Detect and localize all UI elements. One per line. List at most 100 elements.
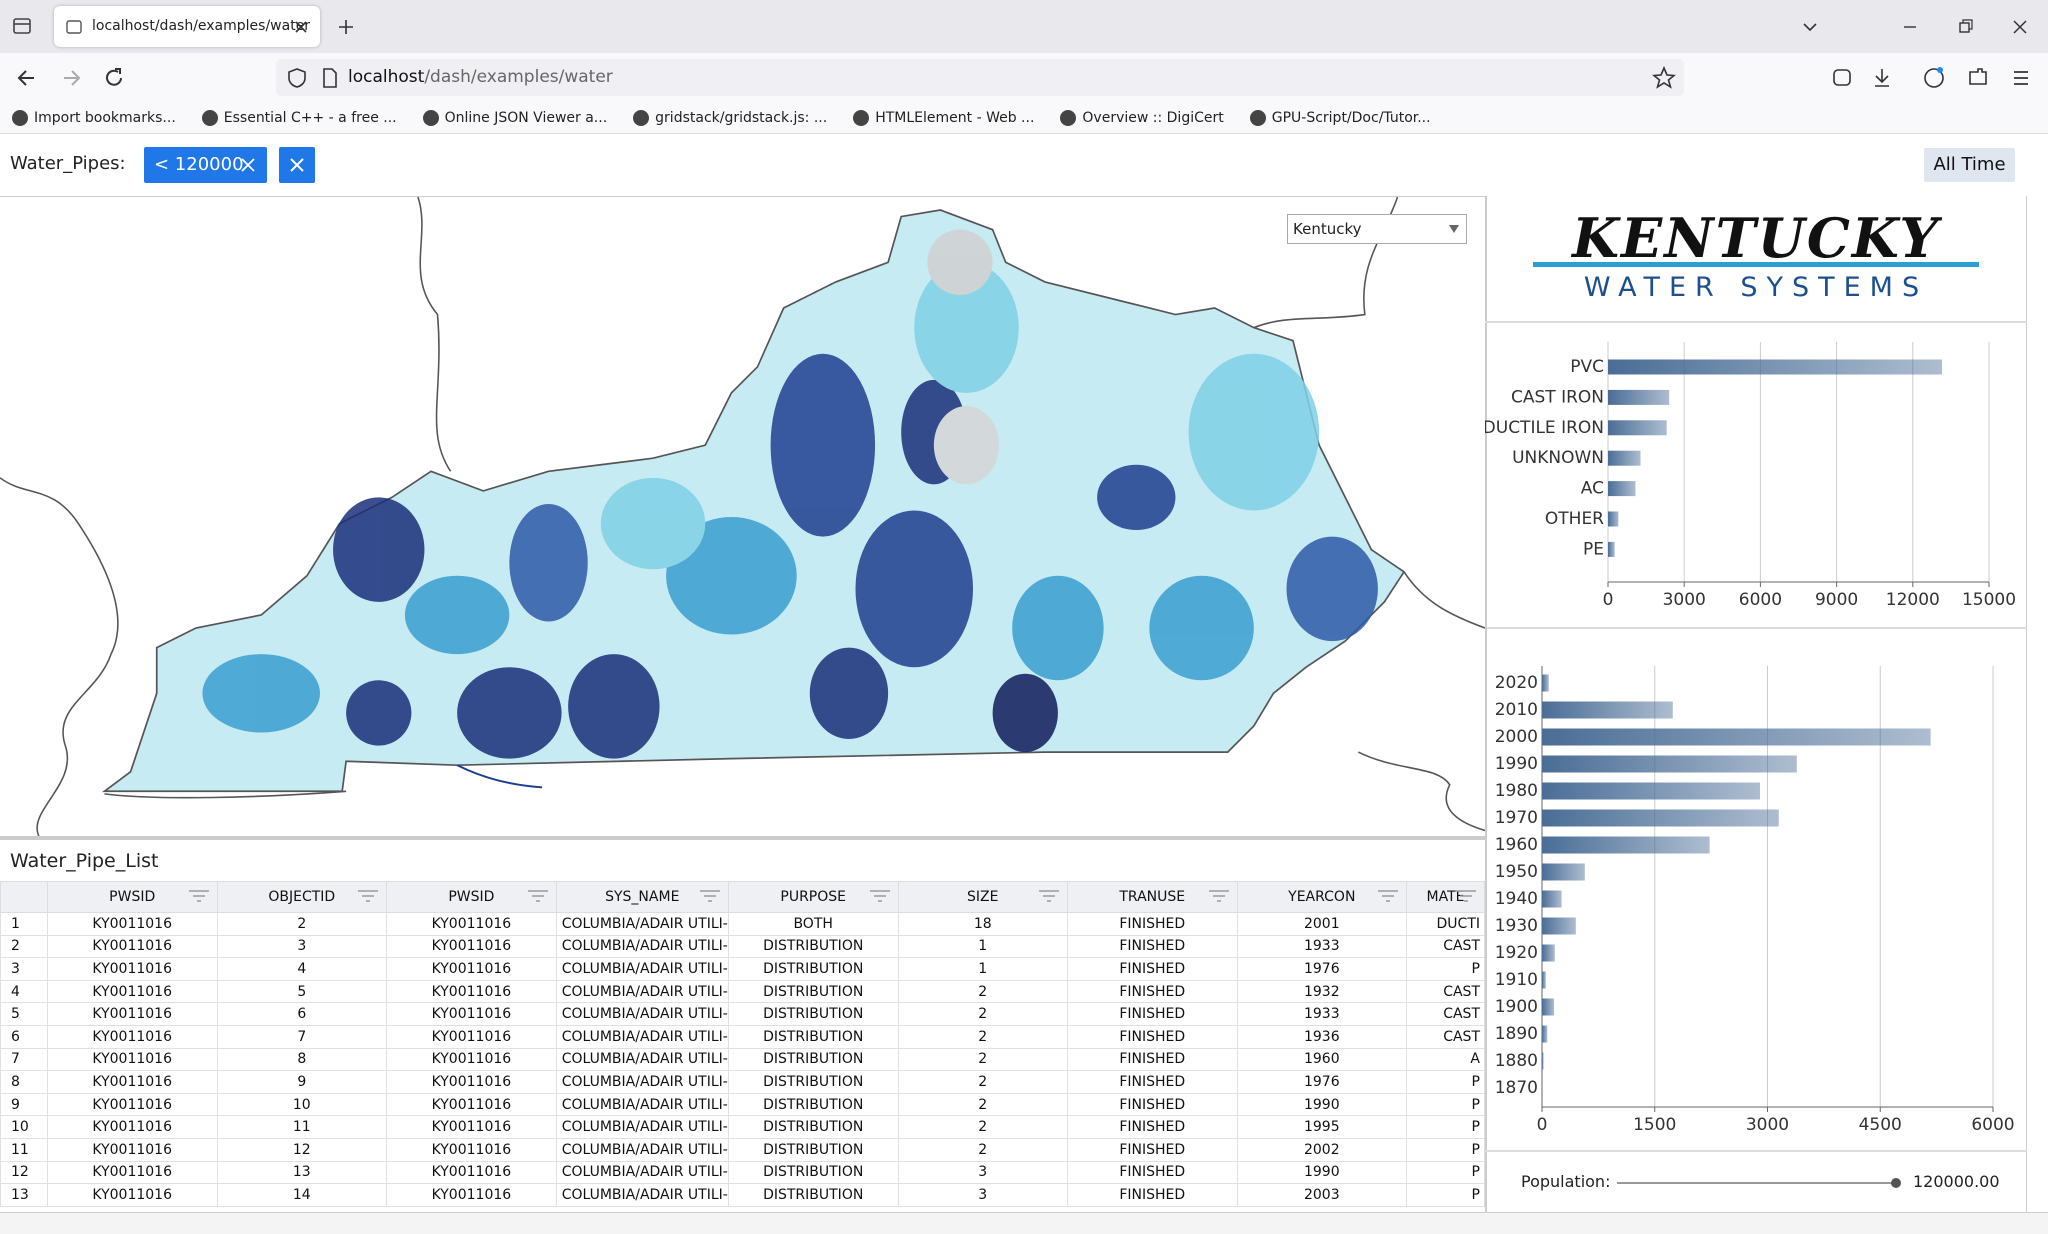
table-cell: 1932 [1236, 979, 1408, 1004]
bar [1542, 728, 1931, 746]
back[interactable] [14, 65, 40, 91]
table-cell: P [1406, 1115, 1485, 1139]
tab-list-icon[interactable] [12, 16, 34, 38]
column-header-text: PWSID [109, 889, 156, 905]
url-bar[interactable]: localhost/dash/examples/water [276, 59, 1684, 96]
table-cell: DUCTI [1406, 912, 1485, 936]
table-cell: 2 [216, 912, 388, 936]
population-slider[interactable]: Population: 120000.00 [1485, 1150, 2027, 1212]
table-cell: COLUMBIA/ADAIR UTILI- [555, 1070, 729, 1094]
y-tick-label: AC [1581, 479, 1604, 499]
tab-dropdown[interactable] [1800, 17, 1820, 37]
bookmark-title: GPU-Script/Doc/Tutor... [1271, 109, 1431, 126]
tab[interactable]: localhost/dash/examples/water [54, 6, 320, 47]
table-cell: 1990 [1236, 1160, 1408, 1185]
table-row: 10 KY0011016 11 KY0011016 COLUMBIA/ADAIR UTI… [0, 1115, 1485, 1139]
column-header[interactable]: YEARCON [1236, 881, 1408, 913]
column-header[interactable]: SYS_NAME [555, 881, 729, 913]
table-cell: 2 [897, 979, 1068, 1004]
table-cell: FINISHED [1066, 1092, 1238, 1117]
map-canvas [0, 197, 1485, 836]
column-header[interactable]: PURPOSE [727, 881, 899, 913]
bookmark[interactable]: gridstack/gridstack.js: ... [633, 109, 828, 126]
y-tick-label: 1880 [1495, 1051, 1538, 1071]
table-cell: CAST [1406, 1024, 1485, 1049]
tab-close[interactable] [293, 19, 309, 35]
map[interactable] [0, 196, 1485, 836]
bookmark[interactable]: Import bookmarks... [12, 109, 176, 126]
bookmark-star[interactable] [1652, 66, 1676, 90]
close-window[interactable] [2010, 17, 2030, 37]
bookmark[interactable]: Online JSON Viewer a... [422, 109, 607, 126]
table-row: 2 KY0011016 3 KY0011016 COLUMBIA/ADAIR UTILI… [0, 934, 1485, 959]
bookmark-icon [201, 109, 218, 126]
region-select[interactable]: Kentucky [1287, 214, 1467, 244]
divider [1487, 627, 2027, 629]
minimize[interactable] [1900, 17, 1920, 37]
table-cell: A [1406, 1047, 1485, 1072]
column-header[interactable]: PWSID [46, 881, 218, 913]
clear-filters[interactable] [279, 147, 315, 183]
column-header[interactable]: TRANUSE [1066, 881, 1238, 913]
column-header-text: YEARCON [1288, 889, 1356, 905]
reload[interactable] [101, 65, 127, 91]
table-cell: FINISHED [1066, 1115, 1238, 1139]
column-header-text: MATE [1426, 889, 1465, 905]
slider-label: Population: [1521, 1172, 1611, 1191]
table-cell: DISTRIBUTION [727, 1115, 899, 1139]
bar [1542, 782, 1760, 800]
table-cell: KY0011016 [386, 1024, 557, 1049]
time-button[interactable]: All Time [1924, 148, 2015, 182]
slider-handle[interactable] [1891, 1178, 1901, 1188]
table-cell: 13 [216, 1160, 388, 1185]
table-cell: COLUMBIA/ADAIR UTILI- [555, 979, 729, 1004]
table-cell: COLUMBIA/ADAIR UTILI- [555, 1137, 729, 1162]
filter-icon [1456, 890, 1476, 902]
column-header[interactable]: MATE [1406, 881, 1485, 913]
table-cell: KY0011016 [46, 1183, 218, 1207]
column-header[interactable]: PWSID [386, 881, 557, 913]
bookmark[interactable]: HTMLElement - Web ... [853, 109, 1035, 126]
table-cell: COLUMBIA/ADAIR UTILI- [555, 1115, 729, 1139]
bookmark[interactable]: Essential C++ - a free ... [201, 109, 397, 126]
toolbar-icons[interactable] [1830, 66, 2030, 90]
logo-title: KENTUCKY [1572, 206, 1940, 270]
bookmark[interactable]: Overview :: DigiCert [1060, 109, 1224, 126]
x-tick-label: 4500 [1859, 1115, 1902, 1135]
filter-icon [869, 890, 890, 902]
table-cell: DISTRIBUTION [727, 1070, 899, 1094]
slider-track [1617, 1182, 1897, 1184]
table-cell: 9 [216, 1070, 388, 1094]
table-cell: DISTRIBUTION [727, 1002, 899, 1026]
table-cell: FINISHED [1066, 934, 1238, 959]
right-panel [1485, 196, 2027, 1212]
y-tick-label: PVC [1570, 357, 1604, 377]
filter-icon [1208, 890, 1229, 902]
table-cell: KY0011016 [386, 1137, 557, 1162]
column-header[interactable]: SIZE [897, 881, 1068, 913]
bookmark[interactable]: GPU-Script/Doc/Tutor... [1249, 109, 1431, 126]
table-row: 6 KY0011016 7 KY0011016 COLUMBIA/ADAIR UTILI… [0, 1024, 1485, 1049]
table-cell: 3 [897, 1183, 1068, 1207]
bookmark-title: HTMLElement - Web ... [875, 109, 1035, 126]
url-path: /dash/examples/water [424, 67, 613, 87]
table-cell: 1933 [1236, 1002, 1408, 1026]
shield-icon[interactable] [286, 67, 308, 89]
bookmark-title: gridstack/gridstack.js: ... [655, 109, 828, 126]
url-host: localhost [348, 67, 425, 87]
bookmark-title: Import bookmarks... [34, 109, 176, 126]
y-tick-label: 1940 [1495, 889, 1538, 909]
column-header[interactable]: OBJECTID [216, 881, 388, 913]
filter-chip[interactable]: < 120000 [144, 147, 267, 183]
bar [1542, 1052, 1544, 1070]
new-tab[interactable] [336, 17, 356, 37]
filter-icon-lines [527, 890, 548, 902]
table-cell: FINISHED [1066, 1160, 1238, 1185]
forward[interactable] [58, 65, 84, 91]
chip-remove[interactable] [240, 157, 256, 173]
table-cell: DISTRIBUTION [727, 1160, 899, 1185]
table-cell: 4 [0, 979, 48, 1004]
table-cell: 3 [216, 934, 388, 959]
restore[interactable] [1955, 17, 1975, 37]
